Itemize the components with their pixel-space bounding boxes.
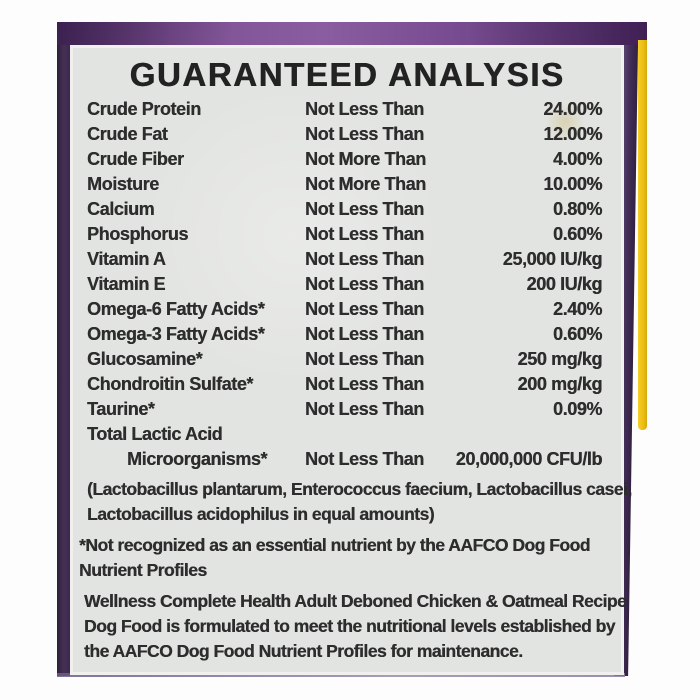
bacteria-note: (Lactobacillus plantarum, Enterococcus f… [87,477,632,527]
nutrient-name: Chondroitin Sulfate* [87,374,253,394]
table-row: Moisture Not More Than 10.00% [87,172,602,197]
aafco-footnote: *Not recognized as an essential nutrient… [79,533,590,583]
nutrient-value: 250 mg/kg [517,349,603,369]
package-yellow-edge-stripe [638,40,647,430]
nutrient-name: Microorganisms* [127,449,268,469]
nutrient-value: 20,000,000 CFU/lb [455,449,603,469]
guaranteed-analysis-panel: GUARANTEED ANALYSIS Crude Protein Not Le… [70,45,632,675]
nutrient-name: Crude Protein [87,99,201,119]
qualifier: Not Less Than [305,324,424,344]
table-row: Crude Protein Not Less Than 24.00% [87,97,602,122]
nutrient-value: 2.40% [552,299,602,319]
aafco-footnote-line: Nutrient Profiles [79,560,207,580]
nutrient-name: Crude Fiber [87,149,184,169]
aafco-statement: Wellness Complete Health Adult Deboned C… [84,589,627,664]
bacteria-note-line: (Lactobacillus plantarum, Enterococcus f… [87,479,632,499]
table-row: Omega-6 Fatty Acids* Not Less Than 2.40% [87,297,602,322]
table-row: Taurine* Not Less Than 0.09% [87,397,602,422]
table-row: Crude Fat Not Less Than 12.00% [87,122,602,147]
nutrient-name: Phosphorus [87,224,189,244]
table-row: Omega-3 Fatty Acids* Not Less Than 0.60% [87,322,602,347]
table-row: Vitamin A Not Less Than 25,000 IU/kg [87,247,602,272]
package-bottom-edge [57,673,625,677]
analysis-table: Crude Protein Not Less Than 24.00% Crude… [87,97,602,472]
qualifier: Not Less Than [305,349,424,369]
qualifier: Not Less Than [305,374,424,394]
table-row: Vitamin E Not Less Than 200 IU/kg [87,272,602,297]
qualifier: Not Less Than [305,249,424,269]
qualifier: Not Less Than [305,224,424,244]
bacteria-note-line: Lactobacillus acidophilus in equal amoun… [87,504,435,524]
nutrient-name: Glucosamine* [87,349,203,369]
nutrient-name: Omega-3 Fatty Acids* [87,324,265,344]
dog-food-package: GUARANTEED ANALYSIS Crude Protein Not Le… [57,22,647,678]
nutrient-name: Crude Fat [87,124,168,144]
qualifier: Not Less Than [305,199,424,219]
qualifier: Not Less Than [305,299,424,319]
table-row: Glucosamine* Not Less Than 250 mg/kg [87,347,602,372]
nutrient-value: 25,000 IU/kg [502,249,603,269]
aafco-statement-line: the AAFCO Dog Food Nutrient Profiles for… [84,641,523,661]
nutrient-value: 10.00% [543,174,602,194]
nutrient-value: 200 mg/kg [517,374,603,394]
table-row: Chondroitin Sulfate* Not Less Than 200 m… [87,372,602,397]
qualifier: Not Less Than [305,449,424,469]
qualifier: Not Less Than [305,124,424,144]
nutrient-value: 12.00% [543,124,602,144]
qualifier: Not Less Than [305,274,424,294]
qualifier: Not Less Than [305,99,424,119]
table-row: Crude Fiber Not More Than 4.00% [87,147,602,172]
aafco-statement-line: Dog Food is formulated to meet the nutri… [84,616,615,636]
table-row-total-lactic-acid-line1: Total Lactic Acid [87,422,602,447]
nutrient-value: 0.60% [552,224,602,244]
nutrient-name: Vitamin E [87,274,166,294]
aafco-statement-line: Wellness Complete Health Adult Deboned C… [84,591,627,611]
package-top-purple-band [57,22,647,46]
nutrient-value: 0.60% [552,324,602,344]
guaranteed-analysis-title: GUARANTEED ANALYSIS [129,56,565,93]
aafco-footnote-line: *Not recognized as an essential nutrient… [79,535,590,555]
qualifier: Not More Than [305,149,426,169]
nutrient-name: Total Lactic Acid [87,424,223,444]
table-row-total-lactic-acid-line2: Microorganisms* Not Less Than 20,000,000… [87,447,602,472]
nutrient-value: 24.00% [543,99,602,119]
nutrient-value: 200 IU/kg [526,274,603,294]
table-row: Phosphorus Not Less Than 0.60% [87,222,602,247]
nutrient-name: Calcium [87,199,155,219]
nutrient-value: 0.09% [552,399,602,419]
nutrient-name: Taurine* [87,399,155,419]
table-row: Calcium Not Less Than 0.80% [87,197,602,222]
nutrient-value: 4.00% [552,149,602,169]
package-left-purple-edge [57,45,70,676]
nutrient-name: Vitamin A [87,249,166,269]
nutrient-name: Moisture [87,174,159,194]
qualifier: Not Less Than [305,399,424,419]
nutrient-value: 0.80% [552,199,602,219]
nutrient-name: Omega-6 Fatty Acids* [87,299,265,319]
qualifier: Not More Than [305,174,426,194]
